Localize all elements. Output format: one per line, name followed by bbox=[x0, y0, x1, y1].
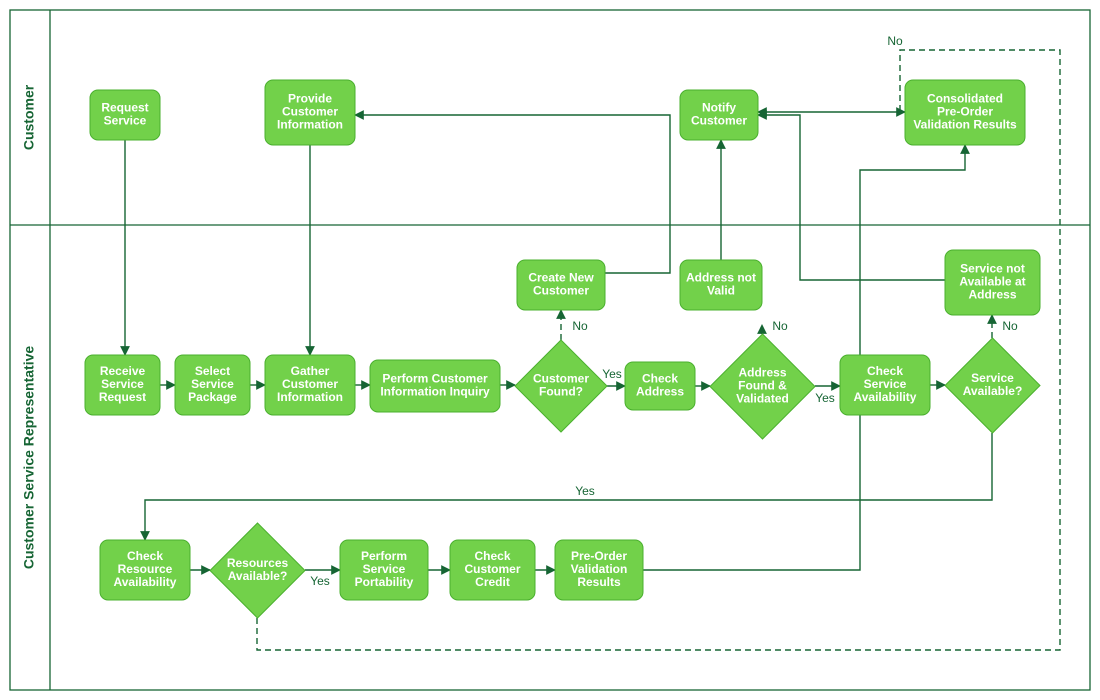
svg-text:Address: Address bbox=[636, 385, 684, 399]
svg-text:Check: Check bbox=[474, 549, 510, 563]
svg-text:Service: Service bbox=[191, 377, 234, 391]
edge-label-e19: Yes bbox=[310, 574, 330, 588]
svg-text:Request: Request bbox=[101, 101, 148, 115]
node-gather_info: GatherCustomerInformation bbox=[265, 355, 355, 415]
svg-text:Service: Service bbox=[971, 371, 1014, 385]
svg-text:Consolidated: Consolidated bbox=[927, 92, 1003, 106]
edge-label-e13: Yes bbox=[815, 391, 835, 405]
svg-text:Select: Select bbox=[195, 364, 230, 378]
svg-text:Service: Service bbox=[864, 377, 907, 391]
svg-text:Perform Customer: Perform Customer bbox=[382, 372, 488, 386]
svg-text:Address: Address bbox=[738, 366, 786, 380]
svg-text:Valid: Valid bbox=[707, 284, 735, 298]
svg-text:Gather: Gather bbox=[291, 364, 330, 378]
svg-text:Service: Service bbox=[101, 377, 144, 391]
svg-text:Pre-Order: Pre-Order bbox=[571, 549, 627, 563]
svg-text:Service not: Service not bbox=[960, 262, 1025, 276]
svg-text:Portability: Portability bbox=[355, 575, 414, 589]
svg-text:Receive: Receive bbox=[100, 364, 146, 378]
svg-text:Perform: Perform bbox=[361, 549, 407, 563]
node-check_address: CheckAddress bbox=[625, 362, 695, 410]
svg-text:Package: Package bbox=[188, 390, 237, 404]
svg-text:Available at: Available at bbox=[959, 275, 1025, 289]
svg-text:Check: Check bbox=[642, 372, 678, 386]
svg-text:Found &: Found & bbox=[738, 379, 787, 393]
svg-text:Pre-Order: Pre-Order bbox=[937, 105, 993, 119]
svg-text:Information Inquiry: Information Inquiry bbox=[380, 385, 490, 399]
node-provide_info: ProvideCustomerInformation bbox=[265, 80, 355, 145]
svg-text:Address not: Address not bbox=[686, 271, 756, 285]
svg-text:Check: Check bbox=[867, 364, 903, 378]
node-check_credit: CheckCustomerCredit bbox=[450, 540, 535, 600]
svg-text:Resources: Resources bbox=[227, 556, 289, 570]
node-preorder_results: Pre-OrderValidationResults bbox=[555, 540, 643, 600]
node-check_service_avail: CheckServiceAvailability bbox=[840, 355, 930, 415]
svg-text:Customer: Customer bbox=[282, 377, 338, 391]
lane-label-csr: Customer Service Representative bbox=[21, 346, 37, 570]
node-resources_available: ResourcesAvailable? bbox=[210, 523, 305, 618]
svg-text:Available?: Available? bbox=[228, 569, 288, 583]
svg-text:Information: Information bbox=[277, 118, 343, 132]
svg-text:Available?: Available? bbox=[963, 384, 1023, 398]
svg-text:Check: Check bbox=[127, 549, 163, 563]
svg-text:Availability: Availability bbox=[114, 575, 177, 589]
svg-text:Request: Request bbox=[99, 390, 146, 404]
svg-text:Information: Information bbox=[277, 390, 343, 404]
node-request_service: RequestService bbox=[90, 90, 160, 140]
svg-text:Found?: Found? bbox=[539, 385, 583, 399]
svg-text:Customer: Customer bbox=[533, 284, 589, 298]
svg-text:Provide: Provide bbox=[288, 92, 332, 106]
edge-label-e17: Yes bbox=[575, 484, 595, 498]
lane-label-customer: Customer bbox=[21, 84, 37, 150]
edge-label-e7: Yes bbox=[602, 367, 622, 381]
node-notify_customer: NotifyCustomer bbox=[680, 90, 758, 140]
svg-text:Customer: Customer bbox=[533, 372, 589, 386]
svg-text:Availability: Availability bbox=[854, 390, 917, 404]
edge-label-e11b: No bbox=[772, 319, 788, 333]
svg-text:Customer: Customer bbox=[464, 562, 520, 576]
svg-text:Resource: Resource bbox=[118, 562, 173, 576]
svg-text:Customer: Customer bbox=[691, 114, 747, 128]
node-select_package: SelectServicePackage bbox=[175, 355, 250, 415]
svg-text:Notify: Notify bbox=[702, 101, 736, 115]
edge-e17 bbox=[145, 433, 992, 540]
svg-text:Create New: Create New bbox=[528, 271, 594, 285]
edge-label-e23: No bbox=[887, 34, 903, 48]
node-perform_portability: PerformServicePortability bbox=[340, 540, 428, 600]
node-perform_inquiry: Perform CustomerInformation Inquiry bbox=[370, 360, 500, 412]
svg-text:Results: Results bbox=[577, 575, 621, 589]
edge-label-e8: No bbox=[572, 319, 588, 333]
edge-e9 bbox=[355, 115, 670, 273]
svg-text:Service: Service bbox=[104, 114, 147, 128]
edge-label-e15: No bbox=[1002, 319, 1018, 333]
svg-text:Service: Service bbox=[363, 562, 406, 576]
node-address_not_valid: Address notValid bbox=[680, 260, 762, 310]
svg-text:Address: Address bbox=[968, 288, 1016, 302]
node-receive_request: ReceiveServiceRequest bbox=[85, 355, 160, 415]
flowchart-canvas: CustomerCustomer Service Representative … bbox=[0, 0, 1100, 700]
svg-text:Customer: Customer bbox=[282, 105, 338, 119]
svg-text:Credit: Credit bbox=[475, 575, 510, 589]
node-consolidated: ConsolidatedPre-OrderValidation Results bbox=[905, 80, 1025, 145]
node-service_available: ServiceAvailable? bbox=[945, 338, 1040, 433]
node-customer_found: CustomerFound? bbox=[515, 340, 607, 432]
node-service_not_avail: Service notAvailable atAddress bbox=[945, 250, 1040, 315]
svg-text:Validated: Validated bbox=[736, 392, 789, 406]
node-address_validated: AddressFound &Validated bbox=[710, 334, 815, 439]
node-create_new_customer: Create NewCustomer bbox=[517, 260, 605, 310]
node-check_resource: CheckResourceAvailability bbox=[100, 540, 190, 600]
svg-text:Validation: Validation bbox=[571, 562, 628, 576]
svg-text:Validation Results: Validation Results bbox=[913, 118, 1017, 132]
